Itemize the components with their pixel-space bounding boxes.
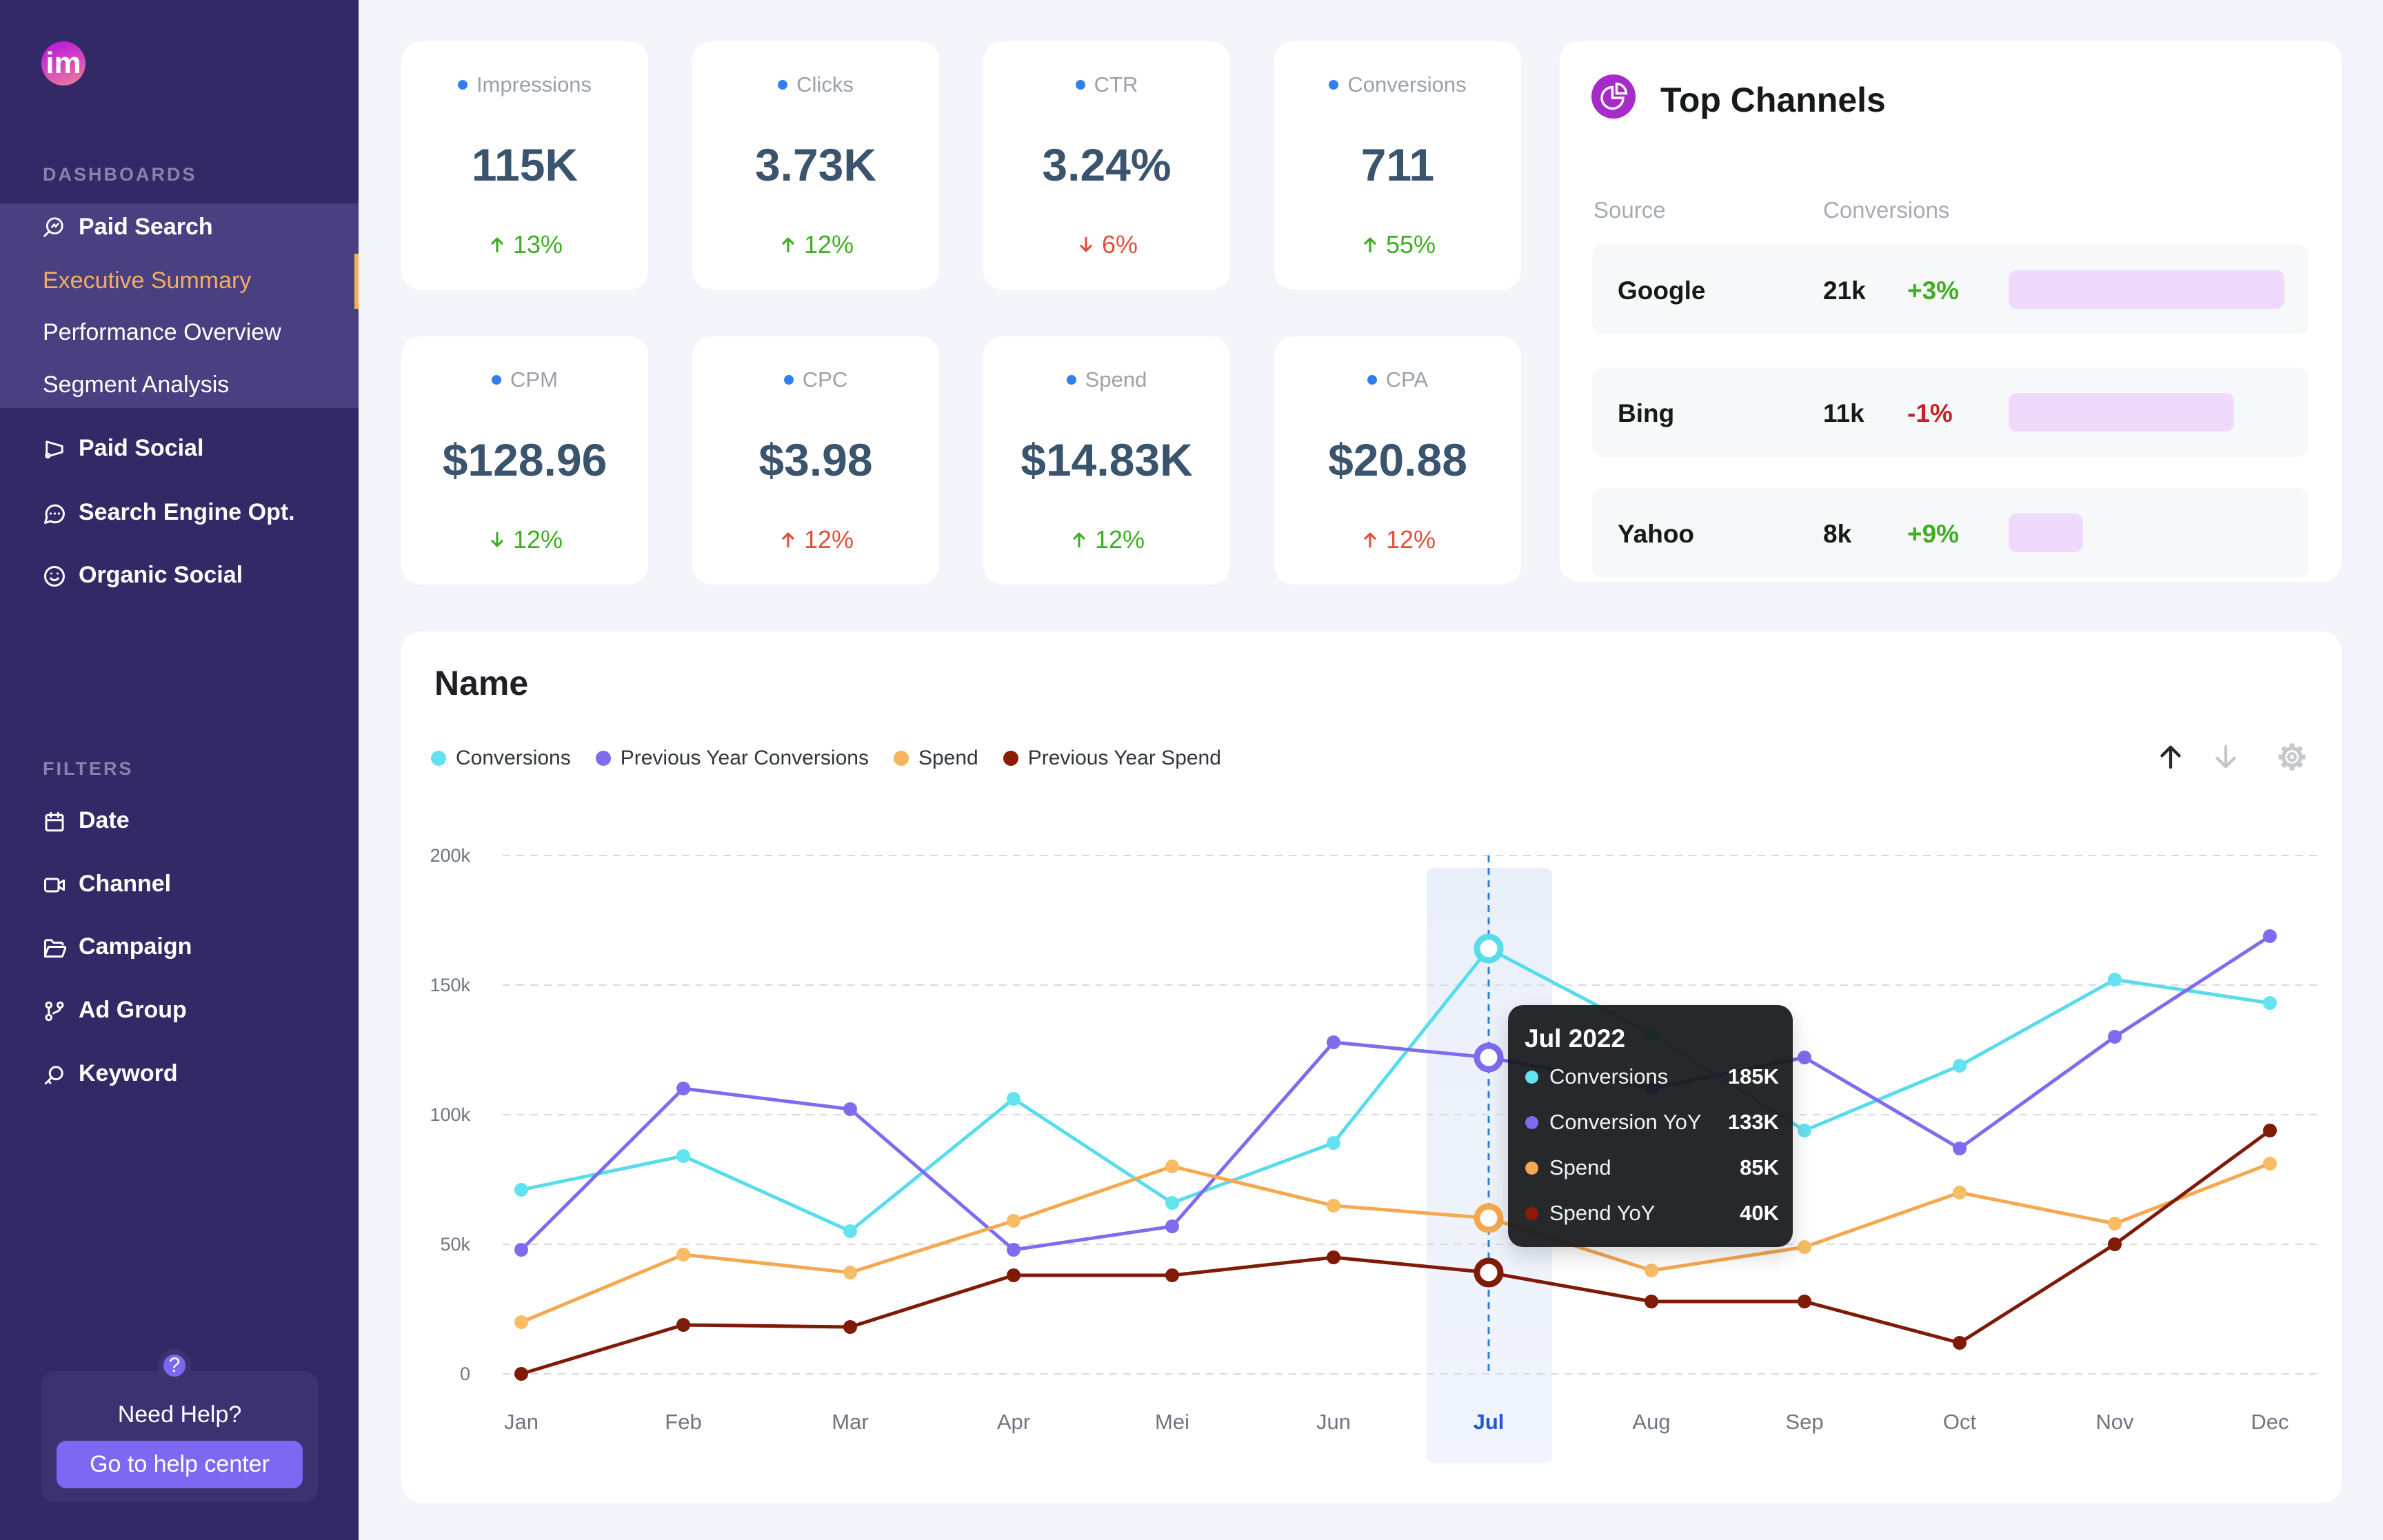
- svg-text:Jun: Jun: [1316, 1410, 1351, 1434]
- svg-text:Apr: Apr: [997, 1410, 1030, 1434]
- svg-text:Aug: Aug: [1632, 1410, 1670, 1434]
- svg-text:150k: 150k: [430, 975, 470, 995]
- svg-text:Nov: Nov: [2095, 1410, 2134, 1434]
- svg-text:Feb: Feb: [665, 1410, 701, 1434]
- svg-text:50k: 50k: [440, 1234, 470, 1255]
- svg-text:100k: 100k: [430, 1104, 470, 1125]
- svg-text:Sep: Sep: [1785, 1410, 1823, 1434]
- svg-text:Jan: Jan: [504, 1410, 539, 1434]
- svg-text:200k: 200k: [430, 845, 470, 866]
- svg-text:Oct: Oct: [1943, 1410, 1977, 1434]
- svg-text:Mar: Mar: [832, 1410, 868, 1434]
- svg-text:Dec: Dec: [2251, 1410, 2289, 1434]
- svg-text:Mei: Mei: [1155, 1410, 1189, 1434]
- svg-text:Jul: Jul: [1474, 1410, 1505, 1434]
- svg-text:0: 0: [460, 1364, 470, 1384]
